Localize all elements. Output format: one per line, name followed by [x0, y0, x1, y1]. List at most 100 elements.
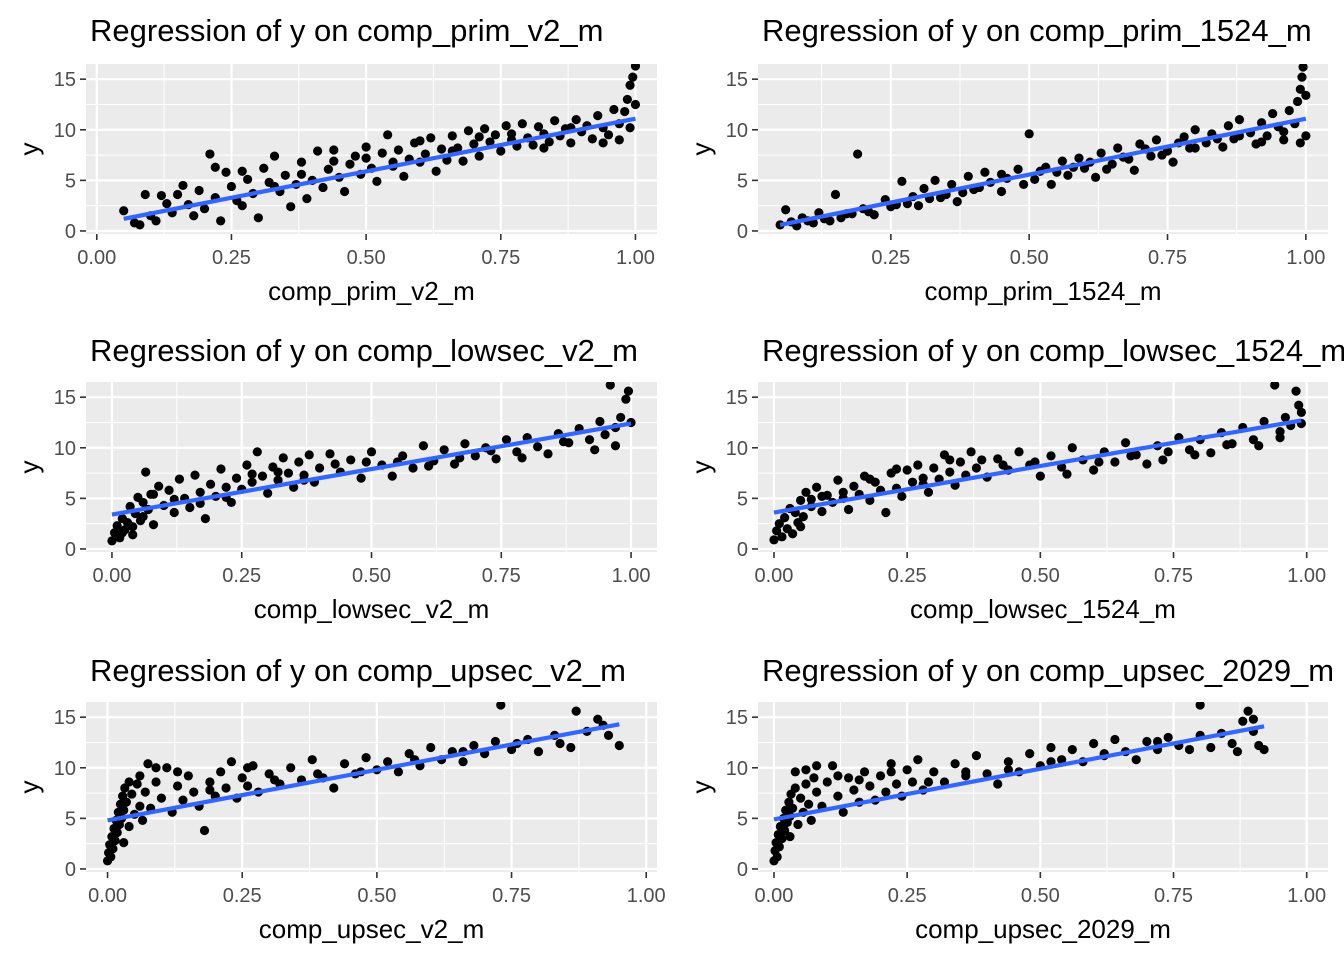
- data-point: [119, 838, 129, 848]
- data-point: [1218, 142, 1228, 152]
- data-point: [426, 742, 436, 753]
- data-point: [817, 506, 827, 517]
- data-point: [865, 781, 875, 791]
- data-point: [141, 467, 151, 477]
- x-tick-label: 1.00: [1287, 565, 1326, 587]
- y-tick-label: 10: [54, 438, 76, 460]
- data-point: [195, 487, 205, 497]
- data-point: [785, 831, 795, 842]
- data-point: [345, 159, 355, 169]
- data-point: [801, 487, 811, 497]
- data-point: [849, 785, 859, 795]
- data-point: [205, 479, 216, 489]
- y-tick-label: 0: [737, 221, 748, 243]
- data-point: [533, 442, 543, 452]
- data-point: [539, 143, 549, 153]
- data-point: [621, 394, 631, 404]
- data-point: [793, 819, 803, 830]
- data-point: [798, 511, 808, 522]
- y-tick-label: 15: [54, 387, 76, 409]
- data-point: [143, 759, 153, 769]
- y-axis-label: y: [14, 461, 44, 474]
- x-tick-label: 0.00: [755, 885, 794, 907]
- data-point: [598, 138, 608, 148]
- data-point: [485, 137, 495, 147]
- data-point: [886, 767, 896, 777]
- data-point: [199, 825, 210, 836]
- data-point: [610, 441, 621, 451]
- data-point: [788, 803, 798, 813]
- data-point: [1046, 179, 1056, 190]
- data-point: [913, 460, 923, 470]
- data-point: [178, 180, 188, 191]
- data-point: [528, 140, 538, 150]
- data-point: [273, 467, 283, 477]
- data-point: [108, 844, 118, 854]
- data-point: [950, 759, 960, 769]
- data-point: [945, 455, 955, 465]
- data-point: [1151, 135, 1162, 145]
- data-point: [383, 130, 393, 140]
- x-axis-label: comp_upsec_v2_m: [259, 914, 484, 944]
- data-point: [930, 175, 940, 185]
- data-point: [247, 477, 257, 487]
- data-point: [1163, 732, 1173, 743]
- x-tick-label: 0.00: [88, 885, 127, 907]
- data-point: [971, 751, 982, 761]
- data-point: [1284, 105, 1294, 116]
- x-tick-label: 0.25: [888, 885, 927, 907]
- data-point: [294, 457, 304, 467]
- data-point: [314, 463, 325, 473]
- data-point: [781, 205, 791, 215]
- data-point: [1003, 765, 1013, 775]
- data-point: [190, 470, 200, 480]
- data-point: [603, 730, 614, 740]
- data-point: [1301, 90, 1311, 100]
- y-tick-label: 5: [737, 808, 748, 830]
- data-point: [1089, 738, 1099, 749]
- data-point: [998, 460, 1008, 470]
- data-point: [1120, 438, 1131, 448]
- data-point: [1090, 172, 1101, 182]
- x-tick-label: 0.75: [492, 885, 531, 907]
- data-point: [106, 852, 116, 862]
- data-point: [838, 807, 848, 817]
- data-point: [490, 736, 500, 747]
- data-point: [469, 139, 479, 149]
- data-point: [1025, 749, 1035, 759]
- data-point: [156, 793, 167, 803]
- data-point: [346, 455, 356, 465]
- data-point: [1024, 129, 1034, 139]
- data-point: [393, 145, 404, 155]
- data-point: [811, 787, 822, 797]
- data-point: [128, 530, 138, 540]
- data-point: [980, 167, 990, 177]
- data-point: [257, 471, 268, 481]
- y-tick-label: 15: [726, 707, 748, 729]
- data-point: [1275, 433, 1285, 443]
- data-point: [566, 138, 576, 148]
- data-point: [408, 463, 418, 473]
- data-point: [286, 202, 296, 212]
- data-point: [162, 199, 172, 209]
- data-point: [1063, 170, 1073, 180]
- data-point: [923, 777, 934, 787]
- x-tick-label: 0.50: [1021, 885, 1060, 907]
- data-point: [253, 213, 263, 223]
- data-point: [790, 783, 800, 793]
- y-tick-label: 5: [65, 808, 76, 830]
- data-point: [399, 171, 409, 181]
- regression-line: [111, 421, 632, 517]
- data-point: [135, 801, 145, 811]
- data-point: [801, 765, 811, 775]
- data-point: [833, 791, 843, 801]
- data-point: [1301, 131, 1311, 141]
- data-point: [939, 777, 950, 787]
- data-point: [449, 459, 460, 469]
- data-point: [1110, 734, 1120, 745]
- data-point: [1046, 757, 1056, 767]
- data-point: [913, 201, 924, 211]
- data-point: [590, 445, 600, 455]
- y-tick-label: 0: [65, 539, 76, 561]
